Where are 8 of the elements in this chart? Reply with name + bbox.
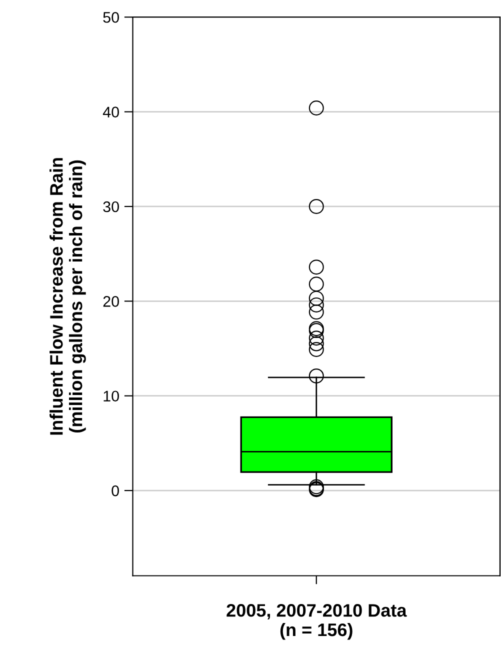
y-tick-label: 0 (112, 485, 119, 496)
y-tick-label: 40 (102, 106, 119, 118)
y-tick-label: 50 (103, 12, 119, 23)
y-tick-label: 10 (104, 390, 119, 402)
y-tick-label: 30 (103, 201, 119, 212)
y-tick-label: 20 (103, 296, 119, 307)
x-tick-label: 2005, 2007-2010 Data (n = 156) (226, 604, 407, 640)
y-axis-title: Influent Flow Increase from Rain (million gallons per inch of rain) (50, 158, 86, 435)
